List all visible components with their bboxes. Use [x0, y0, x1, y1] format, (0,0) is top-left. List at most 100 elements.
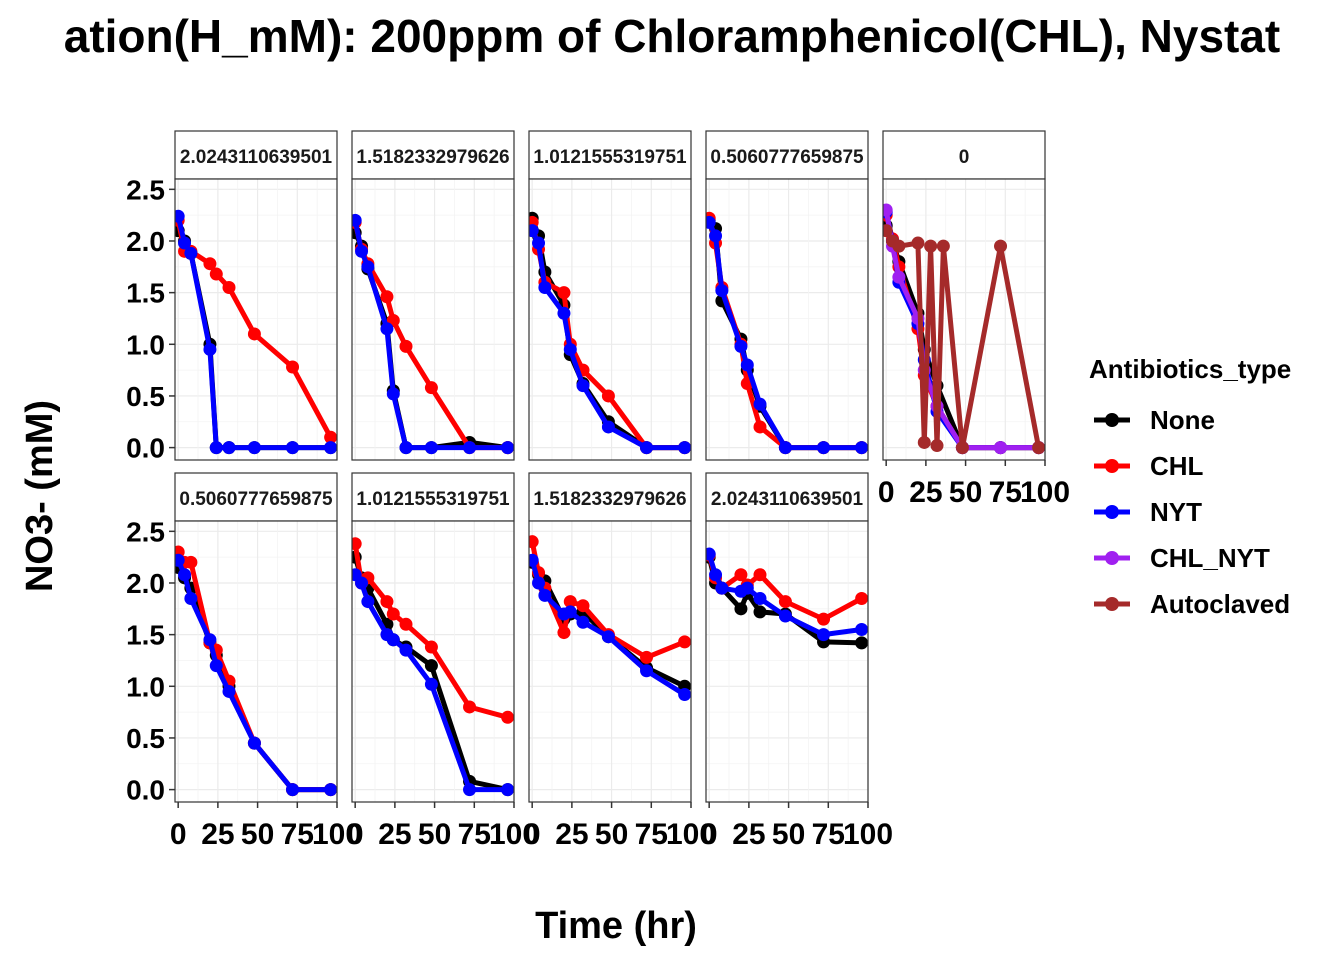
plot-area: [529, 521, 691, 802]
series-group: [529, 211, 691, 455]
y-tick-label: 2.0: [126, 226, 165, 257]
x-tick-label: 25: [732, 818, 765, 851]
data-point: [715, 581, 729, 595]
data-point: [184, 591, 198, 605]
legend-title: Antibiotics_type: [1089, 354, 1291, 384]
data-point: [399, 617, 413, 631]
y-tick-label: 0.5: [126, 381, 165, 412]
data-point: [924, 239, 938, 253]
y-tick-label: 0.5: [126, 723, 165, 754]
x-tick-label: 100: [489, 818, 539, 851]
data-point: [501, 710, 514, 724]
y-axis: 0.0 0.5 1.0 1.5 2.0 2.5: [126, 174, 175, 464]
grid: [529, 179, 692, 460]
data-point: [424, 659, 438, 673]
facet-strip-label: 2.0243110639501: [711, 489, 864, 510]
data-point: [184, 246, 198, 260]
x-tick-label: 75: [812, 818, 845, 851]
data-point: [529, 553, 539, 567]
y-tick-label: 2.0: [126, 568, 165, 599]
data-point: [557, 306, 571, 320]
data-point: [734, 568, 748, 582]
data-point: [501, 783, 514, 797]
legend-item: None: [1094, 405, 1215, 435]
series-group: [352, 213, 514, 455]
legend-key-point: [1105, 505, 1119, 519]
y-axes: 0.0 0.5 1.0 1.5 2.0 2.5 0.0 0.5 1.0 1.5 2.0 2.5: [126, 174, 175, 806]
data-point: [424, 677, 438, 691]
facet-panel: 0: [882, 130, 1046, 461]
data-point: [399, 643, 413, 657]
x-tick-label: 50: [241, 818, 274, 851]
data-point: [734, 339, 748, 353]
x-tick-label: 25: [555, 818, 588, 851]
data-point: [424, 640, 438, 654]
data-point: [178, 568, 192, 582]
data-point: [740, 581, 754, 595]
x-axis-title: Time (hr): [535, 905, 697, 947]
x-tick-label: 100: [666, 818, 716, 851]
y-tick-label: 0.0: [126, 775, 165, 806]
data-point: [706, 215, 716, 229]
panel-border: [528, 520, 692, 803]
data-point: [501, 441, 514, 455]
plot-area: [883, 179, 1045, 460]
plot-area: [175, 521, 337, 802]
x-tick-label: 75: [635, 818, 668, 851]
data-point: [709, 229, 723, 243]
panel-border: [351, 520, 515, 803]
data-point: [399, 339, 413, 353]
data-point: [640, 441, 654, 455]
facet-strip: [882, 130, 1046, 180]
data-point: [734, 602, 748, 616]
data-point: [286, 441, 300, 455]
x-tick-label: 50: [418, 818, 451, 851]
data-point: [324, 441, 337, 455]
data-point: [576, 379, 590, 393]
y-tick-label: 2.5: [126, 174, 165, 205]
x-tick-label: 75: [458, 818, 491, 851]
facet-strip-label: 0.5060777659875: [710, 147, 864, 168]
data-point: [601, 389, 615, 403]
facet-panel: 1.5182332979626: [528, 472, 692, 803]
x-tick-label: 25: [201, 818, 234, 851]
data-point: [753, 591, 767, 605]
x-tick-label: 50: [772, 818, 805, 851]
facet-strip: [705, 472, 869, 522]
facet-panel: 2.0243110639501: [705, 472, 869, 803]
y-tick-label: 1.5: [126, 278, 165, 309]
facet-strip: [174, 130, 338, 180]
plot-area: [706, 521, 868, 802]
facet-panel: 1.0121555319751: [351, 472, 515, 803]
data-point: [424, 441, 438, 455]
data-point: [576, 615, 590, 629]
data-point: [753, 568, 767, 582]
data-point: [778, 441, 792, 455]
data-point: [247, 736, 261, 750]
data-point: [911, 236, 925, 250]
y-tick-label: 1.5: [126, 620, 165, 651]
series-group: [706, 547, 868, 650]
data-point: [678, 635, 691, 649]
grid: [352, 521, 515, 802]
data-point: [640, 664, 654, 678]
data-point: [209, 267, 223, 281]
data-point: [361, 595, 375, 609]
data-point: [892, 239, 906, 253]
data-point: [355, 244, 369, 258]
legend-item: Autoclaved: [1094, 589, 1290, 619]
facet-strip: [351, 472, 515, 522]
data-point: [955, 441, 969, 455]
data-point: [209, 659, 223, 673]
data-point: [753, 397, 767, 411]
facet-panel: 2.0243110639501: [174, 130, 338, 461]
legend-item: CHL: [1094, 451, 1204, 481]
x-tick-label: 100: [843, 818, 893, 851]
x-tick-label: 50: [949, 476, 982, 509]
facet-strip-label: 0: [959, 147, 970, 168]
facet-strip: [528, 130, 692, 180]
data-point: [557, 286, 571, 300]
